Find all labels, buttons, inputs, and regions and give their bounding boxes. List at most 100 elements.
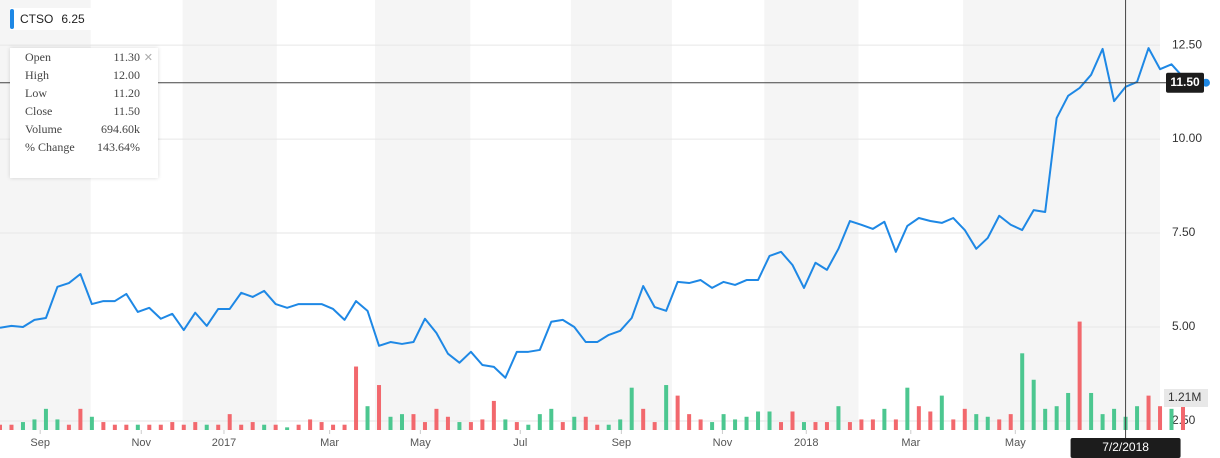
volume-bar xyxy=(285,427,290,430)
volume-bar xyxy=(1112,408,1117,430)
volume-bar xyxy=(365,406,370,430)
volume-bar xyxy=(572,416,577,430)
tooltip: ✕ Open 11.30 High 12.00 Low 11.20 Close 11.50 Vo… xyxy=(10,48,158,178)
tooltip-value: 11.30 xyxy=(113,50,140,64)
volume-bar xyxy=(399,414,404,430)
volume-bar xyxy=(216,424,221,430)
volume-bar xyxy=(422,422,427,430)
volume-bar xyxy=(434,408,439,430)
volume-bar xyxy=(951,419,956,430)
volume-bar xyxy=(1089,392,1094,430)
volume-bar xyxy=(319,422,324,430)
volume-bar xyxy=(308,419,313,430)
volume-bar xyxy=(1043,408,1048,430)
volume-bar xyxy=(32,419,37,430)
volume-bar xyxy=(687,414,692,430)
y2-tick-label: 1.21M xyxy=(1168,390,1201,404)
month-band xyxy=(182,0,277,430)
volume-bar xyxy=(721,414,726,430)
volume-bar xyxy=(411,414,416,430)
volume-bar xyxy=(836,406,841,430)
price-line xyxy=(0,47,1207,379)
volume-bar xyxy=(1146,395,1151,430)
volume-bar xyxy=(744,416,749,430)
volume-bar xyxy=(1054,406,1059,430)
volume-bar xyxy=(939,395,944,430)
volume-bar xyxy=(629,387,634,430)
volume-bar xyxy=(457,422,462,430)
x-tick-label: 2017 xyxy=(212,437,236,449)
volume-bar xyxy=(1066,392,1071,430)
volume-bar xyxy=(928,411,933,430)
x-tick-label: Jul xyxy=(513,437,527,449)
x-tick-label: 2018 xyxy=(794,437,818,449)
month-band xyxy=(764,0,859,430)
volume-bar xyxy=(641,408,646,430)
tooltip-row: Close 11.50 xyxy=(10,102,158,120)
volume-bar xyxy=(606,424,611,430)
price-label-box xyxy=(1166,72,1204,93)
volume-bar xyxy=(560,422,565,430)
volume-bar xyxy=(273,424,278,430)
volume-bar xyxy=(537,414,542,430)
tooltip-label: Low xyxy=(25,86,47,100)
close-button[interactable]: ✕ xyxy=(143,51,153,64)
volume-bar xyxy=(813,422,818,430)
tooltip-value: 12.00 xyxy=(113,68,140,82)
volume-bar xyxy=(733,419,738,430)
y-tick-label: 5.00 xyxy=(1172,319,1196,333)
x-tick-label: Nov xyxy=(131,437,151,449)
volume-bar xyxy=(112,424,117,430)
tooltip-value: 694.60k xyxy=(101,122,140,136)
volume-bar xyxy=(962,408,967,430)
volume-bar xyxy=(790,411,795,430)
volume-bar xyxy=(652,422,657,430)
volume-bar xyxy=(1135,406,1140,430)
volume-bar xyxy=(296,424,301,430)
x-tick-label: Sep xyxy=(612,437,632,449)
x-tick-label: Sep xyxy=(30,437,50,449)
volume-bar xyxy=(767,411,772,430)
tooltip-label: Open xyxy=(25,50,51,64)
x-tick-label: May xyxy=(410,437,431,449)
volume-bar xyxy=(905,387,910,430)
y2-label-box xyxy=(1164,389,1208,408)
tooltip-row: % Change 143.64% xyxy=(10,138,158,156)
tooltip-row: Open 11.30 xyxy=(10,48,158,66)
volume-bar xyxy=(354,366,359,430)
volume-bar xyxy=(262,424,267,430)
volume-bar xyxy=(870,419,875,430)
tooltip-label: Volume xyxy=(25,122,63,136)
volume-bar xyxy=(181,424,186,430)
volume-bar xyxy=(342,424,347,430)
volume-bar xyxy=(204,424,209,430)
tooltip-row: Volume 694.60k xyxy=(10,120,158,138)
volume-bar xyxy=(147,424,152,430)
volume-bar xyxy=(618,419,623,430)
tooltip-label: High xyxy=(25,68,49,82)
volume-bar xyxy=(78,408,83,430)
volume-bar xyxy=(20,422,25,430)
date-label: 7/2/2018 xyxy=(1102,440,1149,454)
month-band xyxy=(570,0,672,430)
volume-bar xyxy=(170,422,175,430)
volume-bar xyxy=(124,424,129,430)
volume-bar xyxy=(756,411,761,430)
x-tick-label: May xyxy=(1005,437,1026,449)
volume-bar xyxy=(514,422,519,430)
tooltip-value: 11.50 xyxy=(113,104,140,118)
y-tick-label: 12.50 xyxy=(1172,37,1202,51)
tooltip-row: High 12.00 xyxy=(10,66,158,84)
symbol: CTSO xyxy=(20,12,54,26)
volume-bar xyxy=(239,424,244,430)
volume-bar xyxy=(779,422,784,430)
volume-bar xyxy=(503,419,508,430)
volume-bar xyxy=(985,416,990,430)
volume-bar xyxy=(526,424,531,430)
month-band xyxy=(963,0,1160,430)
volume-bar xyxy=(847,422,852,430)
volume-bar xyxy=(1100,414,1105,430)
volume-bar xyxy=(1031,379,1036,430)
